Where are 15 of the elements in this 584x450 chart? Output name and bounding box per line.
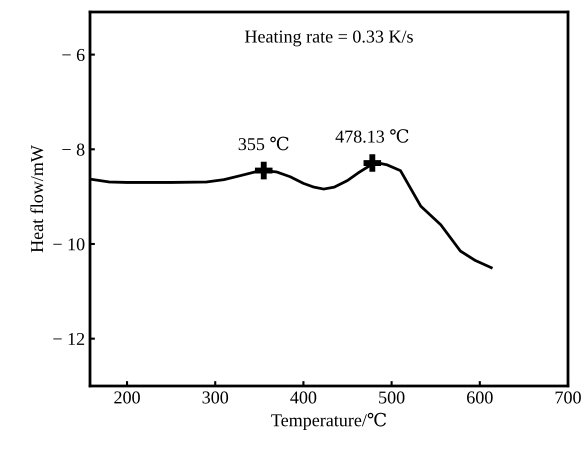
y-tick-label: − 8 (62, 144, 84, 156)
x-tick-label: 500 (379, 391, 404, 404)
y-tick-label: − 6 (62, 48, 85, 62)
y-tick-label: − 12 (53, 332, 84, 345)
x-tick-label: 400 (290, 391, 316, 404)
annotation: 355 ℃ (238, 136, 289, 150)
annotation: 478.13 ℃ (336, 129, 408, 143)
annotation: Heating rate = 0.33 K/s (244, 30, 413, 46)
x-tick-label: 700 (556, 391, 581, 404)
x-tick-label: 300 (202, 391, 228, 404)
x-tick-label: 600 (467, 391, 493, 404)
x-tick-label: 200 (114, 391, 140, 404)
y-axis-title: Heat flow/mW (30, 145, 44, 252)
x-axis-title: Temperature/℃ (271, 412, 386, 430)
y-tick-label: − 10 (53, 238, 84, 250)
